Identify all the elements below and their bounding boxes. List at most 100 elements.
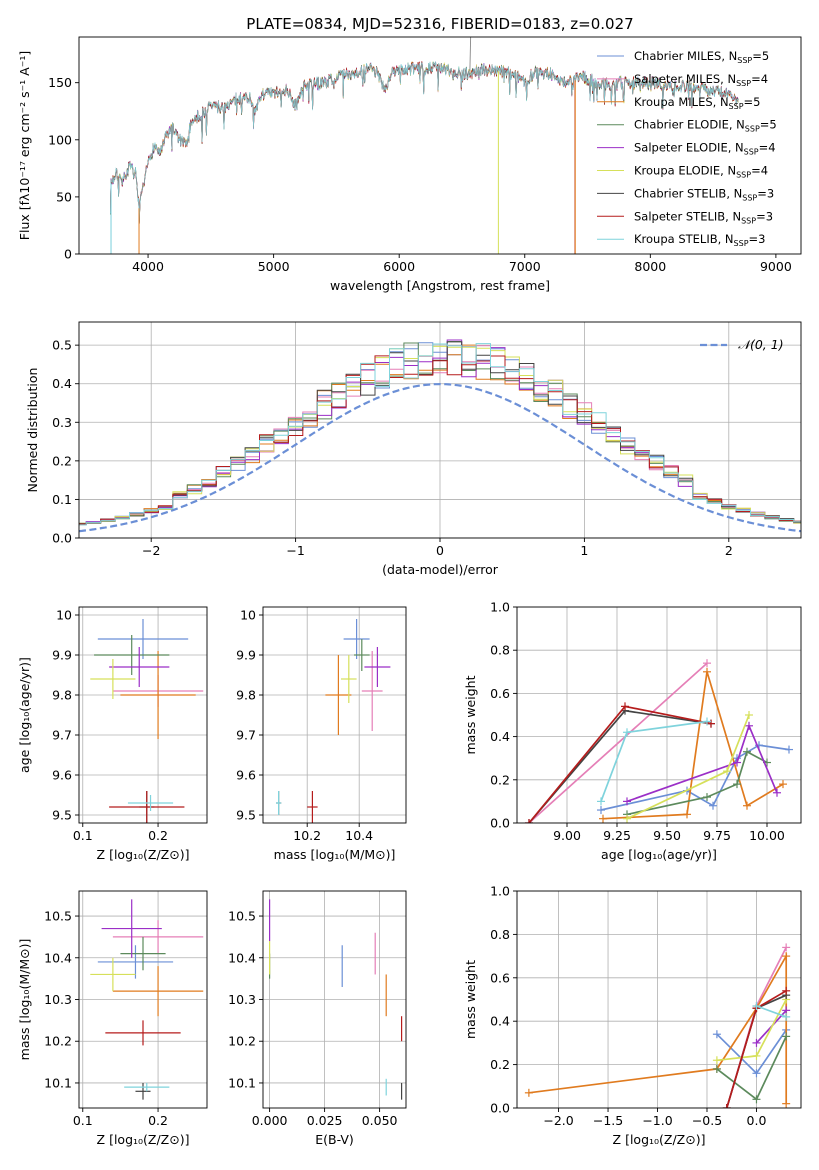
spectrum-spike-line (469, 37, 472, 72)
y-tick-label: 9.9 (236, 648, 256, 663)
spectrum-panel: 4000 5000 6000 7000 8000 9000 0 50 100 150 wavelen… (17, 36, 802, 293)
residuals-plot-area (79, 322, 801, 538)
weight-series-marker (773, 788, 781, 797)
weight-series-marker (683, 810, 691, 819)
age_vs_z-panel: 0.1 0.2 9.5 9.6 9.7 9.8 9.9 10 Z [log₁₀(Z/Z⊙)] ag… (17, 606, 208, 862)
legend-entry: Chabrier ELODIE, NSSP=5 (634, 118, 777, 134)
y-tick-label: 0.1 (52, 492, 72, 507)
errorbar-point (120, 651, 196, 739)
y-tick-label: 10.2 (228, 1034, 256, 1049)
x-tick-label: 7000 (509, 259, 541, 274)
x-tick-label: 0 (436, 543, 444, 558)
x-axis-label: (data-model)/error (382, 562, 499, 577)
legend-entry: Kroupa MILES, NSSP=5 (634, 95, 760, 111)
weight-series-marker (623, 797, 631, 806)
legend-entry-subscript: SSP (745, 125, 760, 134)
weight-series-marker (524, 1088, 533, 1097)
x-tick-label: 9.25 (603, 828, 631, 843)
y-tick-label: 50 (56, 189, 72, 204)
y-tick-label: 0.2 (490, 1057, 510, 1072)
errorbar-point (105, 1020, 181, 1046)
x-tick-label: 0.1 (73, 828, 93, 843)
axes-frame (516, 606, 802, 824)
legend-entry-value: =5 (760, 118, 777, 132)
weight-series-marker (743, 801, 751, 810)
weight-series-marker (712, 1030, 721, 1039)
residuals-panel: −2 −1 0 1 2 0.0 0.1 0.2 0.3 0.4 0.5 (data-model)/er… (25, 321, 802, 577)
spectrum-plot-area (110, 37, 739, 254)
x-tick-label: −2.0 (543, 1113, 573, 1128)
x-tick-label: −1 (286, 543, 304, 558)
legend-entry-main: Kroupa STELIB, N (634, 232, 734, 246)
x-tick-label: −0.5 (692, 1113, 722, 1128)
errorbar-point (112, 920, 204, 954)
legend-entry-main: Salpeter STELIB, N (634, 209, 741, 223)
legend-entry: Kroupa STELIB, NSSP=3 (634, 232, 765, 248)
x-axis-label: Z [log₁₀(Z/Z⊙)] (97, 847, 190, 862)
mass_vs_z-plot-area (79, 891, 207, 1108)
axes-frame (516, 890, 802, 1109)
legend-entry-main: Chabrier STELIB, N (634, 186, 742, 200)
x-tick-label: 8000 (634, 259, 666, 274)
y-tick-label: 10 (56, 608, 72, 623)
x-axis-label: E(B-V) (315, 1132, 354, 1147)
x-tick-label: 0.2 (148, 1113, 168, 1128)
legend-entry: Salpeter STELIB, NSSP=3 (634, 209, 773, 225)
histogram-series-step (79, 345, 801, 524)
legend-entry-value: =5 (752, 49, 769, 63)
y-tick-label: 9.7 (52, 728, 72, 743)
x-tick-label: 9.00 (553, 828, 581, 843)
x-tick-label: 0.1 (73, 1113, 93, 1128)
weight-series-marker (752, 1038, 761, 1047)
weight-series-line (626, 723, 778, 803)
y-axis-label: mass weight (463, 960, 478, 1039)
y-tick-label: 0.4 (490, 1014, 510, 1029)
x-tick-label: 0.025 (307, 1113, 343, 1128)
weight-series-marker (743, 747, 751, 756)
weight-series-line (528, 662, 708, 823)
histogram-series-step (79, 355, 801, 525)
errorbar-point (97, 619, 189, 659)
weight-series-marker (733, 758, 741, 767)
axes-frame (262, 606, 407, 824)
age_vs_mass-plot-area (263, 607, 406, 823)
weight-series-marker (623, 814, 631, 823)
y-tick-label: 0.6 (490, 970, 510, 985)
errorbar-point (97, 945, 174, 979)
x-tick-label: 2 (725, 543, 733, 558)
weight-series-marker (723, 767, 731, 776)
y-tick-label: 9.6 (52, 768, 72, 783)
y-tick-label: 10.5 (228, 909, 256, 924)
weight-series-marker (733, 780, 741, 789)
y-tick-label: 9.9 (52, 648, 72, 663)
x-tick-label: 6000 (383, 259, 415, 274)
weight-series-marker (782, 1099, 791, 1108)
histogram-series-step (79, 343, 801, 526)
weight-series-marker (712, 1056, 721, 1065)
legend-entry-value: =4 (751, 72, 768, 86)
errorbar-point (90, 957, 136, 992)
y-tick-label: 0.0 (490, 1101, 510, 1116)
y-tick-label: 0.4 (490, 729, 510, 744)
legend-entry-subscript: SSP (742, 193, 757, 202)
x-tick-label: 0.2 (148, 828, 168, 843)
legend-entry: Salpeter MILES, NSSP=4 (634, 72, 768, 88)
errorbar-point (364, 647, 391, 687)
weight_vs_age-panel: 9.00 9.25 9.50 9.75 10.00 0.0 0.2 0.4 0.6 0.8 1.0 a… (463, 600, 802, 862)
y-axis-label: Normed distribution (25, 368, 40, 493)
y-axis-label: mass [log₁₀(M/M⊙)] (17, 939, 32, 1061)
y-tick-label: 1.0 (490, 884, 510, 899)
errorbar-point (135, 1082, 151, 1100)
legend-entry-main: Kroupa ELODIE, N (634, 164, 736, 178)
legend-entry-value: =4 (759, 141, 776, 155)
weight-series-marker (597, 806, 605, 815)
legend-entry-main: Salpeter ELODIE, N (634, 141, 744, 155)
axes-frame (78, 606, 208, 824)
legend-entry-main: Chabrier ELODIE, N (634, 118, 745, 132)
legend-entry: 𝒩(0, 1) (738, 337, 784, 352)
y-tick-label: 0.2 (52, 453, 72, 468)
errorbar-point (90, 659, 136, 699)
y-tick-label: 0.6 (490, 686, 510, 701)
